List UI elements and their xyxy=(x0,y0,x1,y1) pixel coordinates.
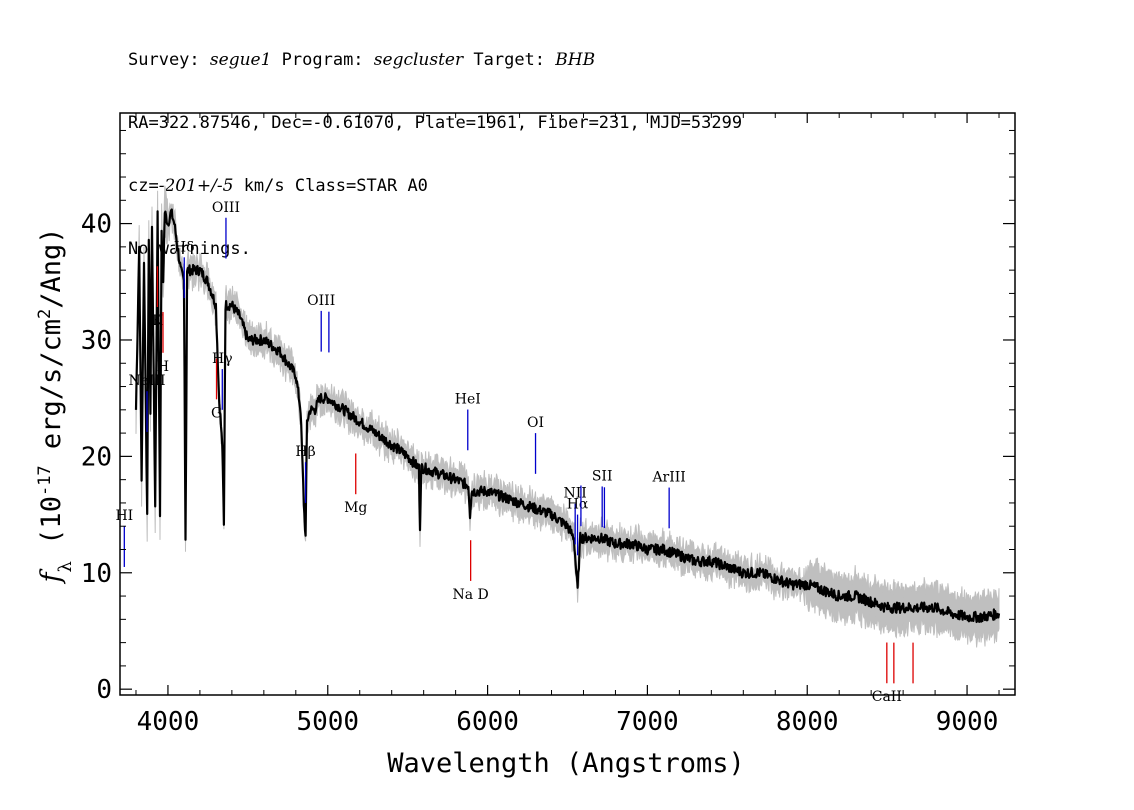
plot-frame xyxy=(119,112,1016,696)
x-axis: 4000 5000 6000 7000 8000 9000 xyxy=(135,113,1000,737)
emission-label: OIII xyxy=(212,200,240,216)
emission-label: Hα xyxy=(567,497,589,513)
emission-label: ArIII xyxy=(651,470,685,486)
y-tick-label: 30 xyxy=(81,326,112,356)
emission-label: Hγ xyxy=(212,351,233,367)
absorption-label: K xyxy=(152,313,163,329)
error-band-area xyxy=(135,185,1000,648)
absorption-label: G xyxy=(211,405,222,421)
y-axis-title: fλ (10-17 erg/s/cm2/Ang) xyxy=(35,227,76,584)
x-tick-label: 5000 xyxy=(296,707,359,737)
emission-label: OIII xyxy=(307,293,335,309)
x-tick-label: 7000 xyxy=(616,707,679,737)
emission-label: NeIII xyxy=(128,373,165,389)
header-line-2: RA=322.87546, Dec=-0.61070, Plate=1961, … xyxy=(128,113,743,133)
target-value: BHB xyxy=(555,50,596,70)
emission-label: HI xyxy=(115,508,133,524)
spectrum-layer xyxy=(134,208,1001,624)
x-tick-label: 6000 xyxy=(456,707,519,737)
absorption-label: H xyxy=(157,359,169,375)
emission-label: HeI xyxy=(455,392,481,408)
y-axis: 0 10 20 30 40 xyxy=(81,129,1015,705)
spectrum-header: Survey: segue1 Program: segcluster Targe… xyxy=(128,8,742,281)
emission-label: OI xyxy=(527,415,544,431)
emission-label: SII xyxy=(592,468,613,484)
y-tick-label: 40 xyxy=(81,210,112,240)
y-tick-label: 10 xyxy=(81,559,112,589)
absorption-label: Na D xyxy=(453,587,489,603)
emission-label: Hδ xyxy=(174,239,195,255)
absorption-label: CaII xyxy=(872,689,902,705)
spectrum-line xyxy=(134,208,1001,624)
y-tick-label: 20 xyxy=(81,442,112,472)
survey-value: segue1 xyxy=(209,50,272,70)
header-line-3: cz=-201+/-5 km/s Class=STAR A0 xyxy=(128,176,428,196)
x-tick-label: 9000 xyxy=(936,707,999,737)
error-band xyxy=(135,185,1000,648)
x-tick-label: 4000 xyxy=(137,707,200,737)
x-axis-title: Wavelength (Angstroms) xyxy=(387,748,745,779)
x-tick-label: 8000 xyxy=(776,707,839,737)
emission-label: Hβ xyxy=(295,444,315,460)
cz-value: -201+/-5 xyxy=(158,176,234,196)
absorption-label: Mg xyxy=(344,500,367,516)
program-value: segcluster xyxy=(373,50,464,70)
header-line-1: Survey: segue1 Program: segcluster Targe… xyxy=(128,50,596,70)
y-tick-label: 0 xyxy=(96,675,112,705)
